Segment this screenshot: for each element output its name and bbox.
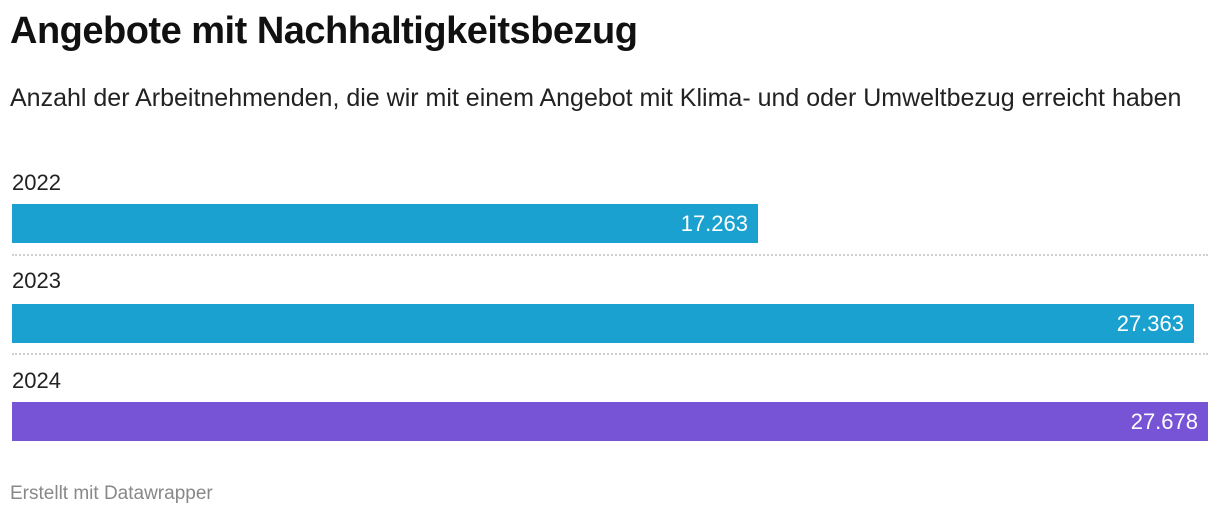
chart-title: Angebote mit Nachhaltigkeitsbezug — [10, 10, 638, 52]
bar-value-2023: 27.363 — [1116, 311, 1184, 336]
row-label-2022: 2022 — [12, 170, 61, 195]
row-divider — [12, 353, 1208, 355]
bar-2024: 27.678 — [12, 402, 1208, 441]
row-label-2024: 2024 — [12, 368, 61, 393]
bar-2022: 17.263 — [12, 204, 758, 243]
chart-subtitle: Anzahl der Arbeitnehmenden, die wir mit … — [10, 84, 1182, 112]
bar-2023: 27.363 — [12, 304, 1194, 343]
row-label-2023: 2023 — [12, 268, 61, 293]
bar-value-2024: 27.678 — [1130, 409, 1198, 434]
bar-value-2022: 17.263 — [680, 211, 748, 236]
datawrapper-credit: Erstellt mit Datawrapper — [10, 483, 213, 504]
row-divider — [12, 254, 1208, 256]
